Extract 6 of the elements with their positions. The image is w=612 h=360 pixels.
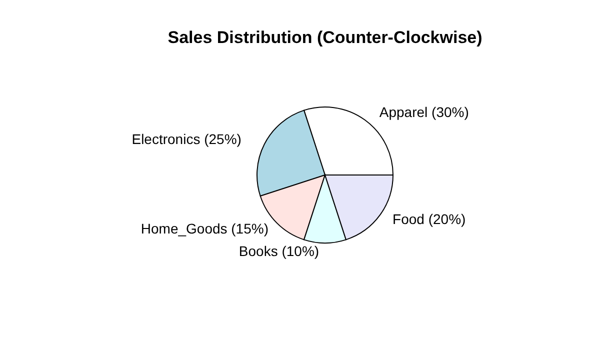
slice-label: Food (20%) (392, 211, 466, 228)
slice-label: Home_Goods (15%) (140, 220, 269, 236)
chart-title: Sales Distribution (Counter-Clockwise) (168, 28, 482, 47)
slice-label: Electronics (25%) (132, 131, 242, 148)
slice-label: Books (10%) (238, 242, 320, 259)
slice-label: Apparel (30%) (379, 104, 469, 120)
